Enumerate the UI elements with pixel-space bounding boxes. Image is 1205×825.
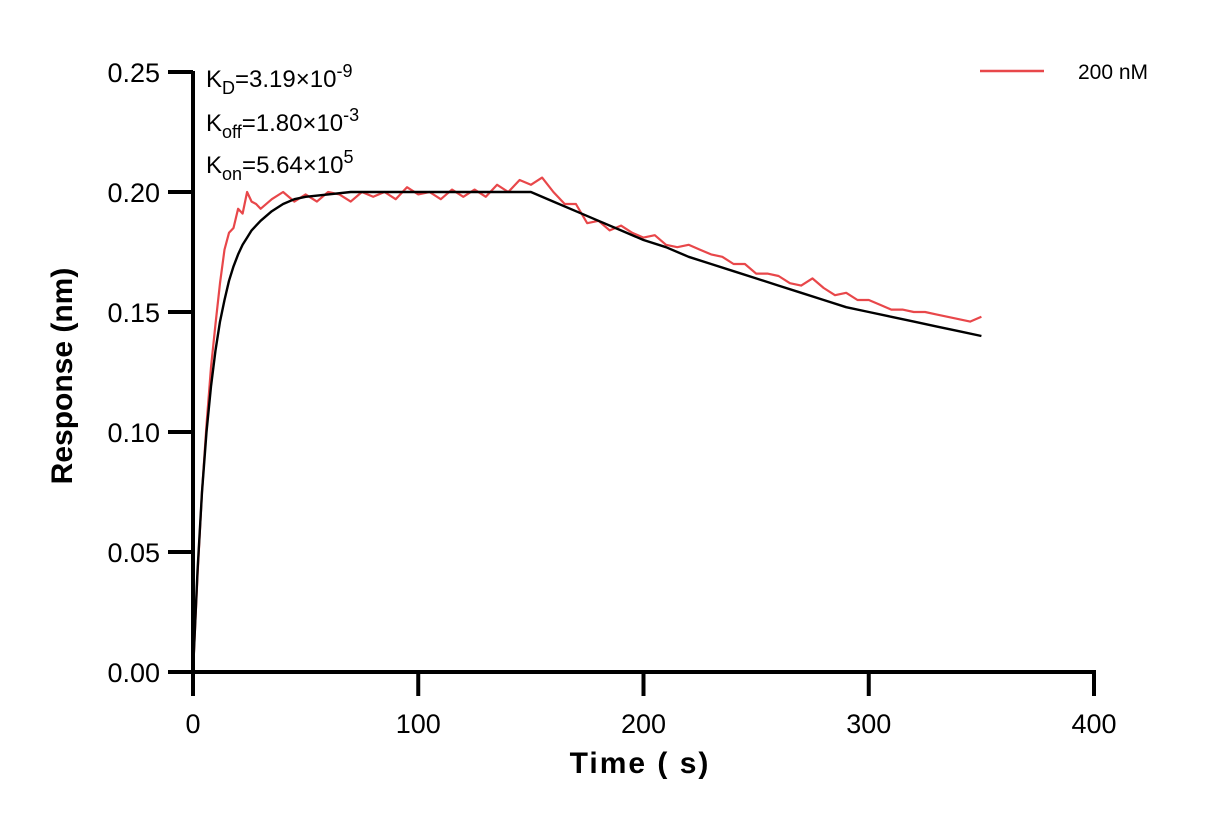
y-tick-label: 0.20 xyxy=(107,178,160,208)
x-axis-title: Time ( s) xyxy=(570,747,711,780)
x-tick-label: 100 xyxy=(396,709,441,739)
y-tick-label: 0.10 xyxy=(107,418,160,448)
series-line-200nm xyxy=(191,176,982,673)
x-tick-label: 400 xyxy=(1071,709,1116,739)
y-tick-label: 0.25 xyxy=(107,58,160,88)
x-tick-label: 0 xyxy=(185,709,200,739)
legend-label: 200 nM xyxy=(1078,61,1148,84)
y-axis-ticks: 0.00 0.05 0.10 0.15 0.20 0.25 xyxy=(107,58,193,688)
y-axis-title: Response (nm) xyxy=(46,268,79,485)
y-tick-label: 0.05 xyxy=(107,538,160,568)
plot-area xyxy=(191,176,982,673)
fit-curve-line xyxy=(191,190,982,673)
x-tick-label: 200 xyxy=(621,709,666,739)
kinetic-constant-label: Kon=5.64×105 xyxy=(206,147,354,184)
x-tick-label: 300 xyxy=(846,709,891,739)
legend: 200 nM xyxy=(980,61,1148,84)
kinetic-constants: KD=3.19×10-9 Koff=1.80×10-3 Kon=5.64×105 xyxy=(206,61,359,184)
x-axis-ticks: 0 100 200 300 400 xyxy=(185,672,1117,739)
kinetic-constant-label: KD=3.19×10-9 xyxy=(206,61,352,98)
y-tick-label: 0.00 xyxy=(107,658,160,688)
y-tick-label: 0.15 xyxy=(107,298,160,328)
kinetic-constant-label: Koff=1.80×10-3 xyxy=(206,105,359,142)
